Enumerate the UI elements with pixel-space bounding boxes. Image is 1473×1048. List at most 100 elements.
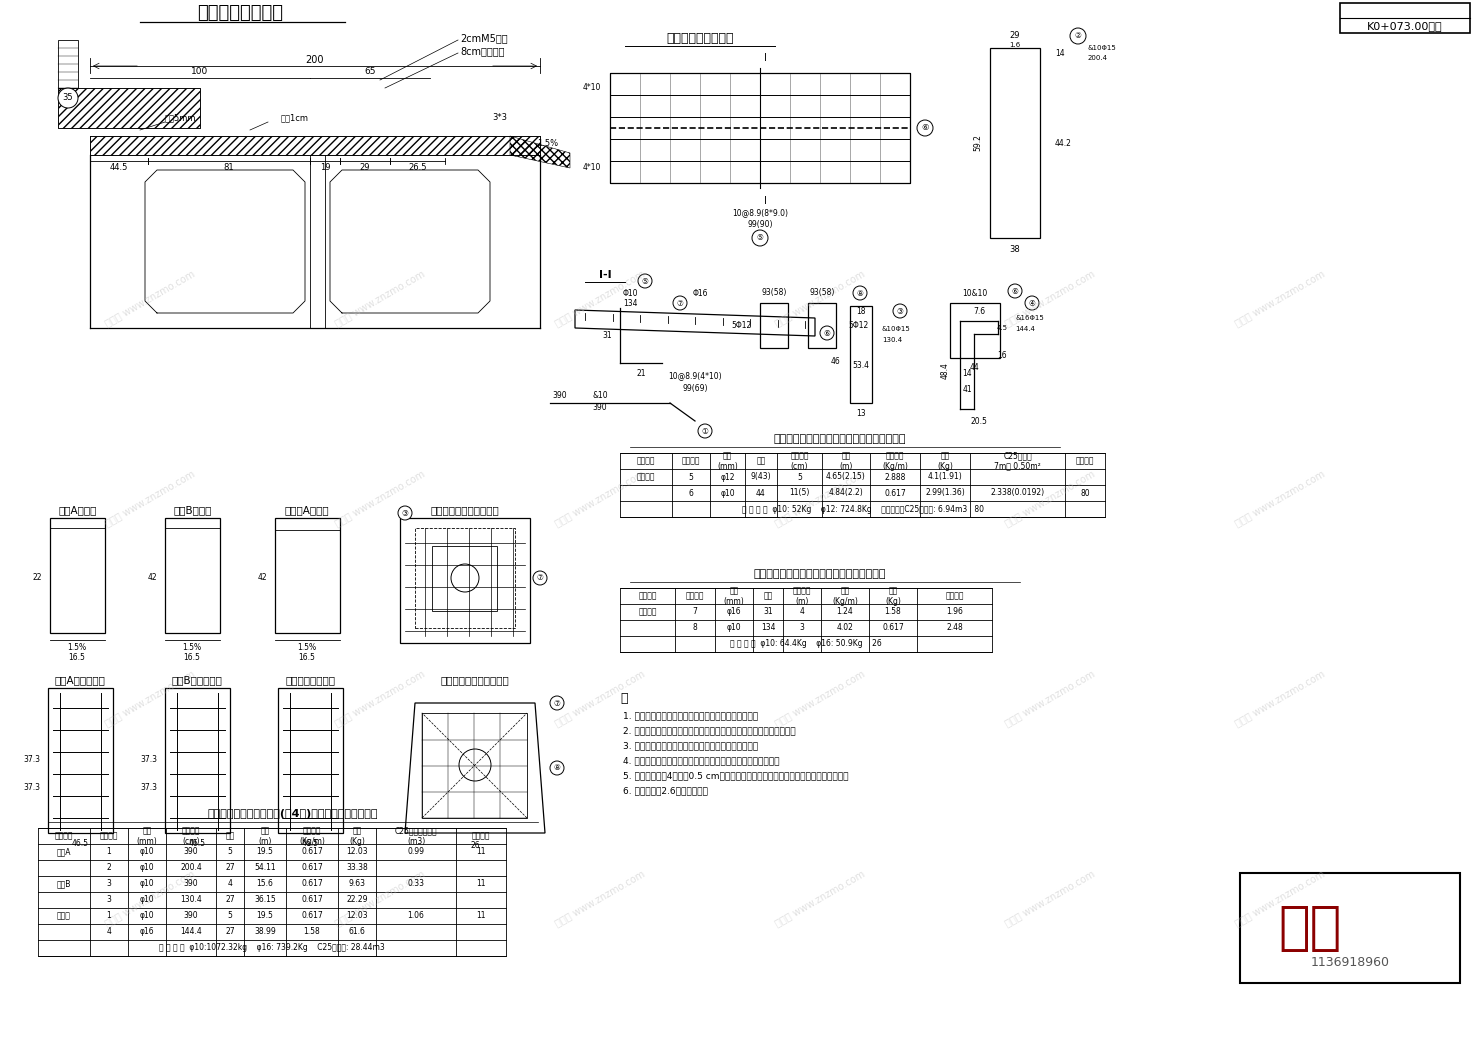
Text: 1136918960: 1136918960: [1311, 957, 1389, 969]
Text: 0.617: 0.617: [300, 848, 323, 856]
Text: 29: 29: [1010, 31, 1021, 41]
Text: 3: 3: [106, 879, 112, 889]
Circle shape: [57, 88, 78, 108]
Text: 200.4: 200.4: [1089, 54, 1108, 61]
Bar: [990, 48, 1040, 238]
Text: 重量
(Kg): 重量 (Kg): [885, 586, 901, 606]
Text: 1.6: 1.6: [1009, 42, 1021, 48]
Bar: [165, 518, 219, 633]
Text: 26.5: 26.5: [408, 163, 427, 173]
Text: 390: 390: [552, 391, 567, 399]
Text: 0.99: 0.99: [408, 848, 424, 856]
Text: 0.617: 0.617: [300, 879, 323, 889]
Text: 21: 21: [636, 369, 645, 377]
Text: 19.5: 19.5: [256, 912, 274, 920]
Text: 3*3: 3*3: [492, 113, 508, 123]
Text: I: I: [763, 196, 766, 206]
Bar: [38, 828, 507, 956]
Text: 44.2: 44.2: [1055, 138, 1072, 148]
Text: 5Φ12: 5Φ12: [732, 321, 753, 329]
Text: 知末网 www.znzmo.com: 知末网 www.znzmo.com: [1233, 669, 1327, 728]
Text: 11: 11: [476, 848, 486, 856]
Circle shape: [820, 326, 834, 340]
Text: 地梁B: 地梁B: [57, 879, 71, 889]
Text: 直径
(mm): 直径 (mm): [137, 826, 158, 846]
Text: Φ16: Φ16: [692, 288, 707, 298]
Text: 知末网 www.znzmo.com: 知末网 www.znzmo.com: [103, 868, 197, 927]
Text: 4.65(2.15): 4.65(2.15): [826, 473, 866, 481]
Text: 38.99: 38.99: [255, 927, 275, 937]
Text: C25混凝土
7m宽 0.50m²: C25混凝土 7m宽 0.50m²: [994, 452, 1041, 471]
Text: 1.5%: 1.5%: [298, 643, 317, 653]
Text: 地梁B构造图: 地梁B构造图: [174, 505, 212, 515]
Text: 7.6: 7.6: [974, 306, 985, 315]
Text: φ10: φ10: [720, 488, 735, 498]
Text: 99(69): 99(69): [682, 384, 707, 393]
Text: 22.29: 22.29: [346, 895, 368, 904]
Text: 4.84(2.2): 4.84(2.2): [829, 488, 863, 498]
Circle shape: [460, 749, 491, 781]
Text: 知末网 www.znzmo.com: 知末网 www.znzmo.com: [333, 268, 427, 328]
Text: 27: 27: [225, 927, 234, 937]
Text: 2.338(0.0192): 2.338(0.0192): [990, 488, 1044, 498]
Text: 16: 16: [997, 351, 1008, 361]
Text: 100: 100: [191, 67, 209, 77]
Circle shape: [1025, 296, 1038, 310]
Text: &10: &10: [592, 391, 608, 399]
Text: ⑤: ⑤: [642, 277, 648, 285]
Text: 44: 44: [971, 364, 980, 372]
Text: ⑦: ⑦: [536, 573, 544, 583]
Text: 5. 地梁颗粒和每4米处设0.5 cm宽的断缝，断缝周边在靠垫蒸，在路缘石靠垫蒸固定。: 5. 地梁颗粒和每4米处设0.5 cm宽的断缝，断缝周边在靠垫蒸，在路缘石靠垫蒸…: [623, 771, 848, 781]
Text: 4: 4: [800, 608, 804, 616]
Text: 直径
(mm): 直径 (mm): [717, 452, 738, 471]
Text: 37.3: 37.3: [140, 784, 158, 792]
Bar: [401, 518, 530, 643]
Text: ②: ②: [1075, 31, 1081, 41]
Circle shape: [753, 230, 767, 246]
Bar: [760, 303, 788, 348]
Text: φ16: φ16: [140, 927, 155, 937]
Text: 144.4: 144.4: [1015, 326, 1036, 332]
Text: ⑦: ⑦: [676, 299, 683, 307]
Text: 200: 200: [306, 54, 324, 65]
Text: K0+073.00中桥: K0+073.00中桥: [1367, 21, 1444, 31]
Bar: [415, 528, 516, 628]
Text: 5: 5: [688, 473, 694, 481]
Text: 栏杆底座钢筋立面构造图: 栏杆底座钢筋立面构造图: [440, 675, 510, 685]
Text: 26: 26: [470, 842, 480, 851]
Text: 14: 14: [1055, 48, 1065, 58]
Bar: [49, 687, 113, 833]
Text: 知末网 www.znzmo.com: 知末网 www.znzmo.com: [554, 268, 647, 328]
Text: 知末网 www.znzmo.com: 知末网 www.znzmo.com: [1233, 268, 1327, 328]
Bar: [610, 73, 910, 183]
Bar: [57, 40, 78, 88]
Bar: [1340, 3, 1470, 32]
Text: 27: 27: [225, 895, 234, 904]
Text: 7: 7: [692, 608, 697, 616]
Text: 2: 2: [106, 864, 112, 873]
Circle shape: [698, 424, 711, 438]
Circle shape: [638, 274, 653, 288]
Text: 2.99(1.36): 2.99(1.36): [925, 488, 965, 498]
Text: 合 计 合 计  φ10: 64.4Kg    φ16: 50.9Kg    26: 合 计 合 计 φ10: 64.4Kg φ16: 50.9Kg 26: [731, 639, 882, 649]
Text: 栏杆底座钢筋数量明细及全桥工程数量汇总表: 栏杆底座钢筋数量明细及全桥工程数量汇总表: [754, 569, 887, 578]
Text: ①: ①: [701, 427, 709, 436]
Text: 2. 人行道板在预制时，要求几何尺寸准确，达到设计要求，以便安装。: 2. 人行道板在预制时，要求几何尺寸准确，达到设计要求，以便安装。: [623, 726, 795, 736]
Text: 一般长度
(m): 一般长度 (m): [792, 586, 812, 606]
Text: 1.5%: 1.5%: [183, 643, 202, 653]
Text: 知末网 www.znzmo.com: 知末网 www.znzmo.com: [554, 868, 647, 927]
Text: 6: 6: [688, 488, 694, 498]
Text: 80: 80: [1080, 488, 1090, 498]
Text: 知末网 www.znzmo.com: 知末网 www.znzmo.com: [773, 669, 866, 728]
Text: 390: 390: [592, 403, 607, 413]
Text: φ16: φ16: [726, 608, 741, 616]
Text: 4*10: 4*10: [583, 84, 601, 92]
Text: 4.1(1.91): 4.1(1.91): [928, 473, 962, 481]
Text: 37.3: 37.3: [24, 784, 40, 792]
Bar: [809, 303, 837, 348]
Text: 144.4: 144.4: [180, 927, 202, 937]
Text: 栏杆底座: 栏杆底座: [638, 608, 657, 616]
Text: 知末网 www.znzmo.com: 知末网 www.znzmo.com: [1003, 268, 1097, 328]
Text: φ10: φ10: [140, 848, 155, 856]
Text: 1.58: 1.58: [885, 608, 901, 616]
